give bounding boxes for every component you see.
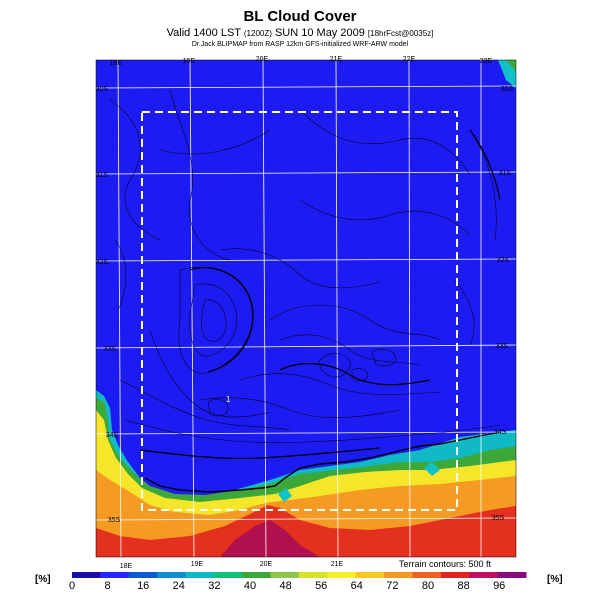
- chart-subtitle: Valid 1400 LST (1200Z) SUN 10 May 2009 […: [0, 27, 600, 39]
- subtitle-utc: (1200Z): [243, 29, 272, 38]
- colorbar-unit-right: [%]: [547, 574, 563, 585]
- colorbar-swatch: [327, 572, 357, 578]
- colorbar-swatch: [128, 572, 158, 578]
- colorbar-swatch: [299, 572, 328, 578]
- model-credit: Dr.Jack BLIPMAP from RASP 12km GFS-initi…: [191, 41, 409, 48]
- lat-label: 34S: [106, 432, 119, 439]
- cloud-band-magenta: [220, 520, 320, 557]
- subtitle-date: SUN 10 May 2009: [274, 27, 365, 39]
- terrain-contours: [109, 89, 501, 443]
- subtitle-forecast: [18hrFcst@0035z]: [367, 29, 434, 38]
- lon-labels-bottom: 18E 19E 20E 21E: [120, 561, 344, 570]
- lat-label: 34S: [494, 429, 507, 436]
- lon-label: 20E: [256, 56, 269, 63]
- colorbar-swatch: [72, 572, 101, 578]
- lat-labels-left: 30S 31S 32S 33S 34S 35S: [96, 86, 121, 524]
- colorbar-tick-label: 8: [104, 580, 111, 592]
- colorbar-swatch: [100, 572, 130, 578]
- colorbar-swatch: [270, 572, 300, 578]
- cloud-patch-ne: [498, 60, 516, 88]
- lat-label: 31S: [96, 172, 109, 179]
- inner-domain-box: [141, 111, 458, 511]
- cloud-band-red: [96, 505, 516, 557]
- lat-label: 30S: [96, 86, 109, 93]
- heavy-contours: [139, 129, 501, 460]
- lon-label: 21E: [330, 56, 343, 63]
- lon-label: 19E: [191, 561, 204, 568]
- lat-label: 33S: [496, 343, 509, 350]
- colorbar-swatch: [355, 572, 385, 578]
- coastline: [144, 431, 501, 493]
- colorbar-swatch: [242, 572, 272, 578]
- colorbar-swatch: [157, 572, 186, 578]
- lat-lon-grid: [96, 60, 516, 557]
- colorbar-swatch: [412, 572, 442, 578]
- colorbar-tick-label: 80: [421, 580, 435, 592]
- colorbar-swatch: [469, 572, 499, 578]
- lon-label: 19E: [183, 58, 196, 65]
- colorbar-tick-label: 16: [137, 580, 150, 592]
- lon-labels-top: 18E 19E 20E 21E 22E 23E: [110, 56, 493, 67]
- site-marker: 1: [226, 395, 231, 404]
- lat-label: 32S: [96, 259, 109, 266]
- colorbar-tick-label: 72: [386, 580, 399, 592]
- lat-label: 30S: [501, 86, 514, 93]
- colorbar-unit-left: [%]: [35, 574, 51, 585]
- lat-label: 33S: [104, 346, 117, 353]
- colorbar-tick-label: 56: [315, 580, 328, 592]
- lon-label: 18E: [120, 563, 133, 570]
- lon-label: 23E: [480, 58, 493, 65]
- lat-label: 35S: [108, 517, 121, 524]
- subtitle-valid: Valid 1400 LST: [166, 27, 241, 39]
- lon-label: 20E: [260, 561, 273, 568]
- colorbar-tick-label: 0: [68, 580, 76, 592]
- colorbar-swatch: [384, 572, 413, 578]
- terrain-note: Terrain contours: 500 ft: [399, 559, 492, 569]
- colorbar-tick-label: 48: [279, 580, 292, 592]
- colorbar-tick-label: 32: [208, 580, 221, 592]
- colorbar-tick-label: 88: [457, 580, 470, 592]
- lat-label: 31S: [499, 170, 512, 177]
- chart-title: BL Cloud Cover: [243, 8, 357, 25]
- lat-label: 32S: [497, 257, 510, 264]
- map-border: [95, 59, 517, 558]
- colorbar-swatch: [440, 572, 470, 578]
- colorbar-tick-label: 64: [350, 580, 363, 592]
- lon-label: 18E: [110, 60, 123, 67]
- lon-label: 22E: [403, 56, 416, 63]
- lat-labels-right: 30S 31S 32S 33S 34S 35S: [492, 86, 514, 522]
- lat-label: 35S: [492, 515, 505, 522]
- colorbar-swatch: [213, 572, 243, 578]
- colorbar-swatch: [497, 572, 527, 578]
- colorbar-tick-label: 24: [172, 580, 185, 592]
- colorbar: [72, 572, 527, 578]
- lon-label: 21E: [331, 561, 344, 568]
- colorbar-tick-label: 96: [493, 580, 506, 592]
- colorbar-swatch: [185, 572, 215, 578]
- colorbar-tick-label: 40: [243, 580, 257, 592]
